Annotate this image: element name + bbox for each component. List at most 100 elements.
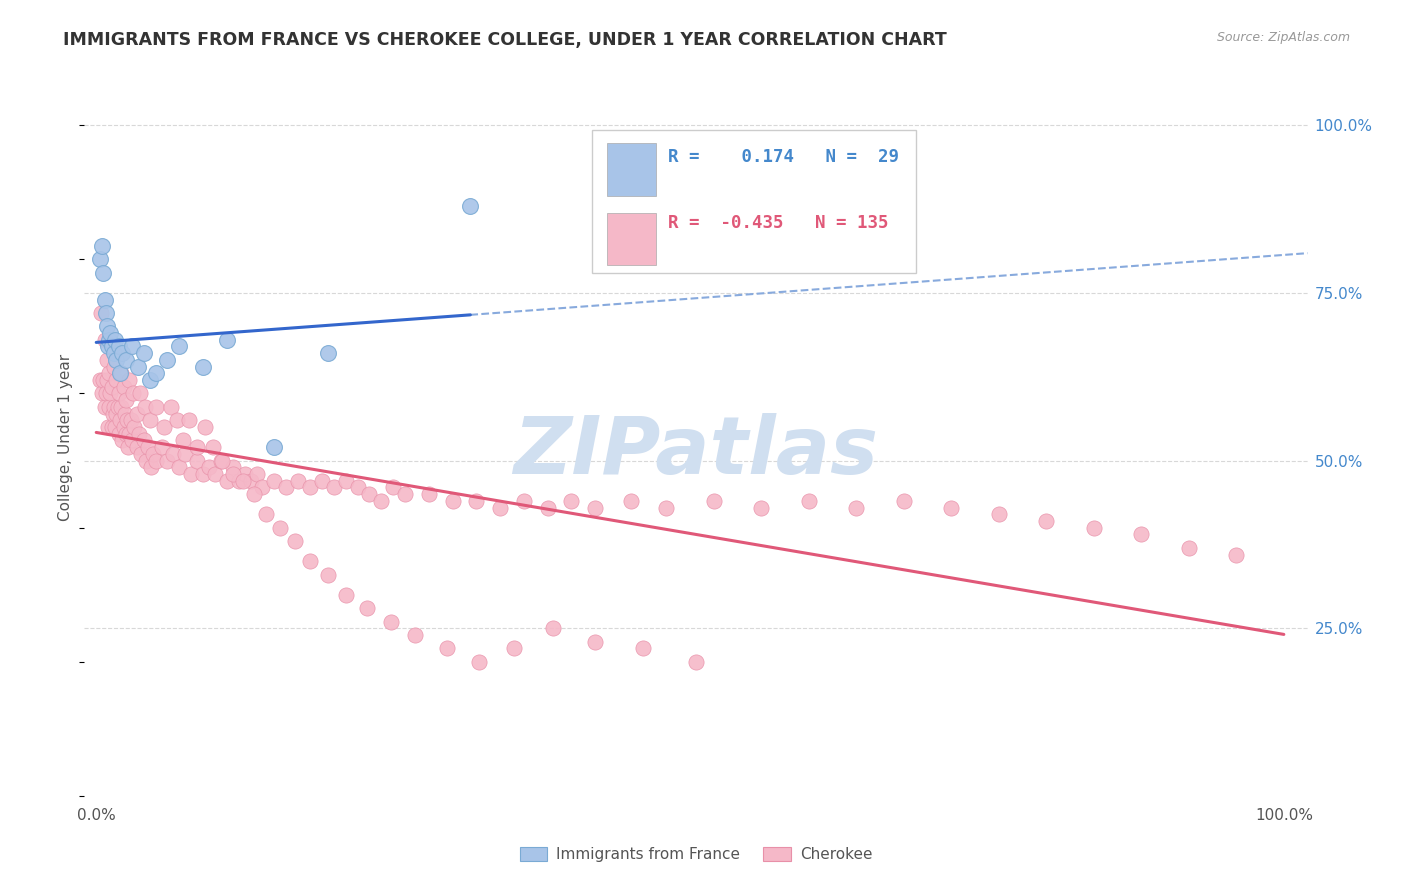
Point [107,339,129,353]
Point [169,460,191,475]
Point [489,500,512,515]
Point [893,493,915,508]
Point [276,480,298,494]
Point [177,413,200,427]
Point [98,367,121,381]
Point [111,434,134,448]
Point [107,426,129,441]
Point [150,440,173,454]
Point [162,447,184,461]
Point [160,400,183,414]
Point [145,367,167,381]
Point [118,373,141,387]
Point [94,386,117,401]
Point [287,474,309,488]
Point [118,426,141,441]
Point [583,634,606,648]
Point [845,500,868,515]
Point [98,333,121,347]
Point [394,487,416,501]
Point [186,453,208,467]
Point [96,373,118,387]
Text: R =  -0.435   N = 135: R = -0.435 N = 135 [668,214,889,232]
Point [107,400,129,414]
Point [418,487,440,501]
Point [749,500,772,515]
Point [103,400,125,414]
Point [436,641,458,656]
Point [284,534,307,549]
Point [139,460,162,475]
Point [322,480,344,494]
Point [145,400,167,414]
Point [503,641,526,656]
Text: IMMIGRANTS FROM FRANCE VS CHEROKEE COLLEGE, UNDER 1 YEAR CORRELATION CHART: IMMIGRANTS FROM FRANCE VS CHEROKEE COLLE… [63,31,948,49]
Point [94,306,117,320]
Point [98,400,121,414]
Point [93,333,115,347]
Point [156,352,179,367]
Point [135,453,157,467]
Point [194,420,217,434]
Point [96,319,118,334]
Point [356,601,378,615]
Point [112,420,135,434]
Point [346,480,368,494]
Point [100,326,122,340]
Point [1035,514,1057,528]
Point [172,434,194,448]
Point [108,413,131,427]
Point [120,413,142,427]
Point [1178,541,1201,555]
Point [359,487,381,501]
Point [191,359,214,374]
Legend: Immigrants from France, Cherokee: Immigrants from France, Cherokee [513,840,879,868]
Point [112,380,135,394]
Point [93,293,115,307]
Point [222,467,245,481]
Point [105,352,128,367]
Point [204,467,226,481]
Point [620,493,643,508]
Point [209,453,232,467]
Point [631,641,654,656]
Point [100,420,122,434]
Point [103,346,125,360]
Point [115,352,138,367]
Point [703,493,725,508]
Point [465,493,488,508]
Point [543,621,565,635]
Point [156,453,179,467]
Point [1083,521,1105,535]
Point [89,373,111,387]
Point [121,434,143,448]
Point [131,447,153,461]
Point [110,400,132,414]
Point [198,460,221,475]
Point [211,453,233,467]
Point [252,480,274,494]
Point [138,440,160,454]
Point [114,407,136,421]
Point [97,339,120,353]
Point [101,407,124,421]
Point [215,333,238,347]
Point [583,500,606,515]
Point [311,474,333,488]
Point [233,467,256,481]
Point [186,440,208,454]
Point [441,493,464,508]
Point [125,440,148,454]
Point [145,453,167,467]
FancyBboxPatch shape [606,143,655,195]
Point [335,474,357,488]
Point [298,554,321,568]
Text: Source: ZipAtlas.com: Source: ZipAtlas.com [1216,31,1350,45]
Point [153,420,176,434]
Point [316,567,339,582]
Point [987,508,1010,522]
Text: ZIPatlas: ZIPatlas [513,413,879,491]
Point [91,386,114,401]
Point [245,467,267,481]
Point [797,493,820,508]
